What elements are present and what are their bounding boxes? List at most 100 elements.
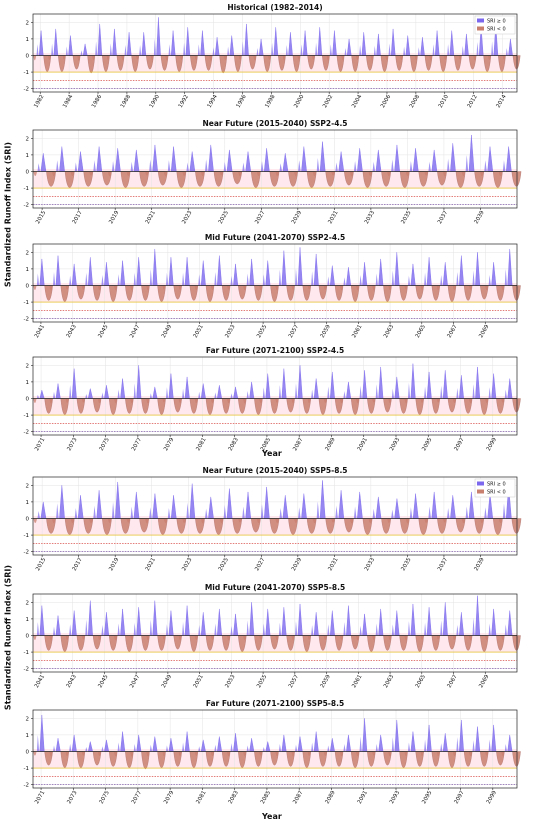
sri-negative-trough-minor: [498, 171, 503, 176]
sri-negative-trough-minor: [291, 751, 295, 757]
sri-negative-trough-minor: [372, 635, 376, 640]
sri-positive-peak-minor: [502, 503, 506, 519]
sri-negative-trough-minor: [178, 398, 182, 403]
sri-positive-peak-minor: [465, 155, 469, 172]
sri-negative-trough-minor: [33, 398, 37, 403]
x-tick-label: 2015: [35, 210, 47, 226]
x-tick-label: 2097: [454, 790, 466, 806]
sri-negative-trough-minor: [259, 285, 263, 291]
sri-positive-peak: [152, 493, 158, 519]
sri-negative-trough-minor: [97, 635, 102, 640]
sri-positive-peak-minor: [279, 508, 283, 519]
sri-positive-peak-minor: [101, 625, 104, 636]
sri-positive-peak: [156, 17, 161, 56]
sri-negative-trough-minor: [243, 285, 247, 290]
legend: SRI ≥ 0 SRI < 0: [474, 15, 516, 35]
sri-positive-peak-minor: [375, 623, 378, 636]
sri-negative-trough-minor: [424, 518, 429, 523]
sri-positive-peak-minor: [133, 272, 136, 286]
sri-positive-peak-minor: [36, 44, 39, 56]
sri-negative-trough-minor: [130, 635, 134, 640]
sri-positive-peak: [217, 255, 222, 286]
sri-negative-trough-minor: [113, 751, 118, 757]
sri-positive-peak: [120, 608, 126, 636]
sri-positive-peak: [96, 146, 103, 172]
sri-positive-peak: [273, 27, 279, 56]
sri-negative-trough-minor: [468, 285, 473, 290]
sri-positive-peak-minor: [182, 272, 185, 286]
x-tick-label: 2093: [389, 790, 401, 806]
sri-positive-peak: [281, 734, 287, 752]
y-tick-label: 0: [26, 516, 30, 522]
sri-negative-trough-minor: [372, 398, 376, 403]
sri-positive-peak-minor: [456, 272, 459, 286]
y-tick-label: 2: [26, 136, 30, 142]
sri-positive-peak-minor: [407, 275, 411, 286]
sri-positive-peak: [168, 373, 174, 399]
sri-negative-trough-minor: [498, 518, 503, 523]
sri-positive-peak-minor: [56, 160, 59, 172]
sri-negative-trough-minor: [443, 55, 447, 60]
sri-positive-peak-minor: [242, 506, 245, 519]
sri-negative-trough-minor: [81, 751, 85, 756]
sri-positive-peak: [317, 27, 323, 56]
sri-positive-peak: [378, 258, 384, 286]
sri-negative-trough-minor: [355, 55, 359, 60]
sri-negative-trough-minor: [91, 55, 95, 61]
sri-negative-trough-minor: [307, 285, 311, 290]
sri-negative-trough-minor: [256, 518, 261, 523]
sri-negative-trough-minor: [256, 171, 261, 176]
sri-positive-peak-minor: [186, 502, 189, 519]
sri-negative-trough-minor: [461, 171, 466, 176]
x-tick-label: 2077: [131, 790, 143, 806]
y-tick-label: 2: [26, 600, 30, 606]
sri-negative-trough-minor: [485, 398, 489, 403]
sri-positive-peak: [313, 612, 319, 636]
sri-positive-peak-minor: [85, 394, 88, 399]
sri-positive-peak: [184, 257, 190, 286]
sri-positive-peak: [375, 149, 382, 172]
sri-negative-trough-minor: [146, 635, 150, 640]
y-tick-label: -1: [24, 186, 29, 192]
x-tick-label: 2067: [447, 674, 459, 690]
sri-positive-peak: [233, 386, 239, 399]
sri-positive-peak-minor: [149, 159, 152, 172]
sri-negative-trough-minor: [259, 751, 263, 756]
sri-positive-peak-minor: [388, 43, 391, 56]
sri-positive-peak-minor: [484, 507, 487, 519]
sri-positive-peak: [245, 491, 252, 519]
x-tick-label: 1994: [207, 94, 219, 110]
sri-positive-peak: [329, 371, 335, 399]
chart-panel-3: Mid Future (2041-2070) SSP2-4.5 -2 -1 0 1 2 20…: [24, 233, 521, 340]
sri-positive-peak: [249, 381, 255, 399]
sri-positive-peak-minor: [165, 272, 169, 286]
sri-positive-peak: [263, 486, 270, 519]
x-tick-label: 2063: [383, 324, 395, 340]
sri-positive-peak: [491, 262, 497, 286]
sri-negative-trough-minor: [331, 518, 335, 523]
sri-positive-peak-minor: [246, 391, 249, 399]
sri-positive-peak: [442, 733, 448, 752]
y-tick-label: 2: [26, 716, 30, 722]
sri-negative-trough-minor: [243, 398, 247, 404]
sri-negative-trough-minor: [162, 635, 166, 640]
legend-label-negative: SRI < 0: [487, 490, 506, 496]
sri-positive-peak-minor: [329, 44, 332, 56]
sri-positive-peak-minor: [316, 501, 320, 519]
sri-positive-peak: [55, 738, 61, 752]
sri-negative-trough-minor: [387, 171, 391, 177]
sri-negative-trough-minor: [267, 55, 271, 60]
sri-positive-peak-minor: [198, 746, 201, 752]
sri-negative-trough-minor: [81, 285, 85, 290]
sri-positive-peak: [410, 603, 416, 636]
x-tick-label: 2033: [364, 557, 376, 573]
sri-positive-peak: [39, 389, 45, 399]
sri-positive-peak: [55, 383, 61, 399]
sri-positive-peak-minor: [101, 746, 104, 752]
sri-positive-peak-minor: [295, 621, 298, 636]
sri-negative-trough-minor: [97, 285, 102, 291]
sri-positive-peak: [184, 376, 190, 399]
sri-positive-peak-minor: [198, 274, 201, 286]
panel-title: Near Future (2015-2040) SSP5-8.5: [202, 466, 347, 475]
sri-positive-peak-minor: [167, 160, 171, 172]
